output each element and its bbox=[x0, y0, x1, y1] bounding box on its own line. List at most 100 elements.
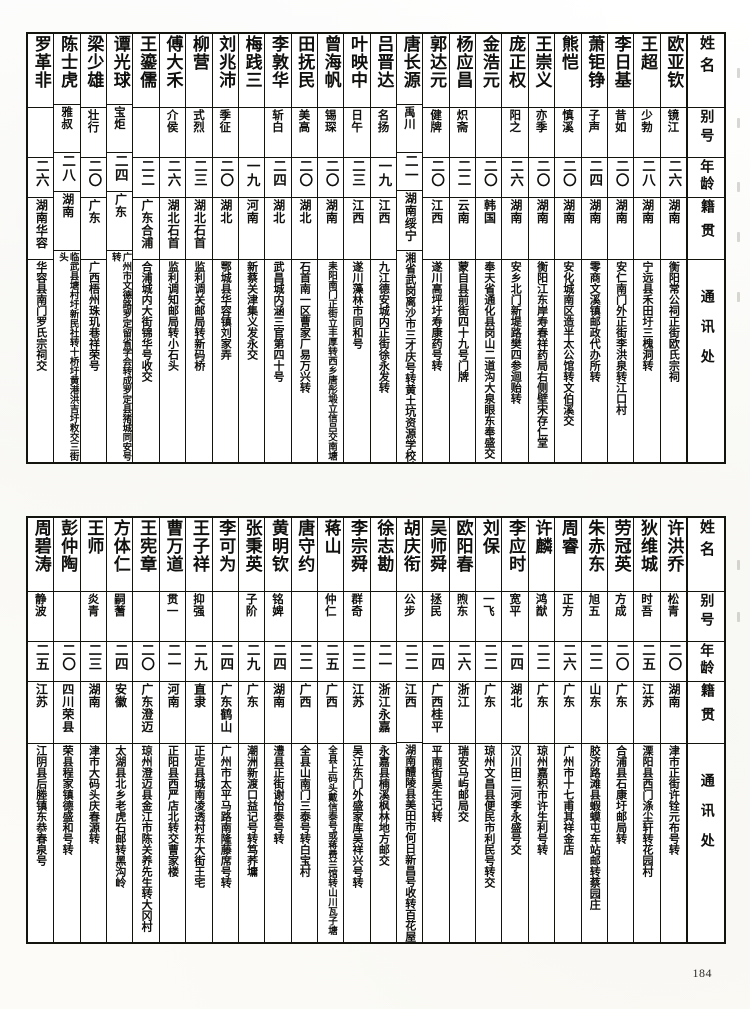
cell-native: 广东 bbox=[107, 192, 133, 252]
name-text: 李敦华 bbox=[267, 35, 288, 89]
alias-text: 日午 bbox=[350, 109, 365, 133]
address-text: 津市正街许铨元布号转 bbox=[667, 745, 681, 855]
cell-alias bbox=[28, 108, 54, 158]
native-text: 浙江 bbox=[456, 683, 471, 708]
age-text: 二四 bbox=[269, 159, 286, 187]
alias-text: 子阶 bbox=[244, 593, 259, 617]
cell-name: 彭仲陶 bbox=[54, 518, 80, 592]
age-text: 二八 bbox=[59, 154, 76, 183]
scan-artifact bbox=[737, 560, 740, 570]
cell-address: 荣县程家镇德盛和号转 bbox=[54, 744, 79, 942]
native-text: 广东 bbox=[482, 683, 497, 708]
age-text: 二二 bbox=[454, 159, 471, 187]
cell-native: 江西 bbox=[370, 198, 397, 260]
address-text: 安仁南门外正街李洪泉转江口村 bbox=[614, 261, 628, 415]
roster-entry-column: 谭光球 宝炬 二四 广东 广州市文德路罗定留省学会转成罗定县猪城同安号转 bbox=[106, 34, 133, 462]
roster-entry-column: 吴师舜 拯民 二四 广西桂平 平南街吴生记转 bbox=[422, 518, 449, 942]
cell-age: 二四 bbox=[265, 158, 291, 198]
cell-alias: 炽斋 bbox=[449, 108, 476, 158]
age-text: 二〇 bbox=[217, 159, 234, 187]
alias-text: 鸿猷 bbox=[534, 593, 549, 617]
cell-age: 二九 bbox=[238, 642, 265, 682]
scan-artifact bbox=[737, 292, 740, 302]
native-text: 湖北 bbox=[508, 683, 523, 708]
cell-address: 全县山南门三泰号转白宝村 bbox=[292, 744, 317, 942]
alias-text: 雅叔 bbox=[60, 106, 75, 131]
name-text: 姓名 bbox=[697, 519, 716, 563]
address-text: 通讯处 bbox=[698, 773, 715, 863]
cell-alias: 宝炬 bbox=[107, 105, 133, 154]
name-text: 欧阳春 bbox=[452, 519, 473, 573]
cell-age: 二二 bbox=[344, 642, 370, 682]
cell-age: 一九 bbox=[370, 158, 397, 198]
native-text: 四川荣县 bbox=[60, 683, 75, 733]
cell-address: 零商文溪镇邮政代办所转 bbox=[582, 260, 607, 462]
native-text: 湖南 bbox=[614, 199, 629, 224]
cell-native: 广东 bbox=[528, 682, 555, 744]
address-text: 华容县南门罗氏宗祠交 bbox=[34, 261, 48, 371]
cell-alias: 壮行 bbox=[80, 108, 107, 158]
cell-native: 广西桂平 bbox=[423, 682, 449, 744]
cell-name: 刘兆沛 bbox=[212, 34, 238, 108]
cell-native: 江苏 bbox=[28, 682, 54, 744]
cell-name: 狄维城 bbox=[634, 518, 660, 592]
address-text: 琼州文昌县便民市利民号转交 bbox=[482, 745, 496, 888]
name-text: 王宪章 bbox=[136, 519, 157, 573]
name-text: 劳冠英 bbox=[610, 519, 631, 573]
cell-address: 津市正街许铨元布号转 bbox=[661, 744, 686, 942]
address-text: 耒阳南门正街立丰厚转西乡唐彤塅立信吕交南塘 bbox=[325, 261, 337, 461]
name-text: 徐志勘 bbox=[373, 519, 394, 573]
age-text: 年龄 bbox=[698, 643, 715, 677]
cell-name: 李可为 bbox=[212, 518, 238, 592]
alias-text: 别号 bbox=[698, 593, 715, 631]
cell-native: 江苏 bbox=[344, 682, 370, 744]
cell-name: 傅大禾 bbox=[159, 34, 186, 108]
roster-entry-column: 徐志勘 二一 浙江永嘉 永嘉县楠溪枫林地方邮交 bbox=[369, 518, 397, 942]
age-text: 二二 bbox=[586, 643, 603, 671]
age-text: 二〇 bbox=[296, 159, 313, 187]
age-text: 二〇 bbox=[665, 643, 682, 671]
cell-alias: 名扬 bbox=[370, 108, 397, 158]
roster-entry-column: 黄明钦 铭婢 二四 湖南 澧县正街谢怡泰号转 bbox=[264, 518, 291, 942]
cell-address: 永嘉县楠溪枫林地方邮交 bbox=[371, 744, 396, 942]
native-text: 湖南绥宁 bbox=[403, 192, 418, 243]
native-text: 广东 bbox=[535, 683, 550, 708]
cell-name: 梅践三 bbox=[238, 34, 265, 108]
address-text: 溧阳县西门涤尘轩转花园村 bbox=[641, 745, 654, 877]
cell-alias: 雅叔 bbox=[54, 105, 80, 154]
native-text: 江西 bbox=[350, 199, 365, 224]
roster-entry-column: 劳冠英 方成 二〇 广东 合浦县石康圩邮局转 bbox=[606, 518, 634, 942]
cell-address: 衡阳常公祠正街欧氏宗祠 bbox=[661, 260, 686, 462]
cell-name: 吕晋达 bbox=[370, 34, 397, 108]
cell-age: 一九 bbox=[238, 158, 265, 198]
alias-text: 群奇 bbox=[350, 593, 365, 617]
native-text: 湖南 bbox=[271, 683, 286, 708]
address-text: 通讯处 bbox=[698, 289, 715, 379]
alias-text: 正方 bbox=[560, 593, 575, 617]
cell-age: 二〇 bbox=[80, 158, 107, 198]
cell-address: 广州市文德路罗定留省学会转成罗定县猪城同安号转 bbox=[107, 251, 132, 462]
cell-alias bbox=[291, 592, 317, 642]
age-text: 二四 bbox=[269, 643, 286, 671]
roster-entry-column: 狄维城 时吾 二五 江苏 溧阳县西门涤尘轩转花园村 bbox=[633, 518, 660, 942]
alias-text: 美高 bbox=[297, 109, 312, 133]
name-text: 姓名 bbox=[697, 35, 716, 79]
cell-alias: 式烈 bbox=[186, 108, 212, 158]
scan-artifact bbox=[737, 68, 740, 78]
roster-entry-column: 方体仁 嗣蓍 二四 安徽 太湖县北乡老虎石邮转黑沟岭 bbox=[106, 518, 133, 942]
cell-age: 二六 bbox=[28, 158, 54, 198]
address-text: 监利调关邮局转新码桥 bbox=[192, 261, 206, 371]
address-text: 汉川田二河李永盛号交 bbox=[509, 745, 523, 855]
cell-name: 熊恺 bbox=[555, 34, 581, 108]
cell-native: 湖南 bbox=[54, 192, 80, 252]
cell-name: 李宗舜 bbox=[344, 518, 370, 592]
native-text: 直隶 bbox=[192, 683, 207, 708]
cell-age: 二〇 bbox=[317, 158, 344, 198]
address-text: 澧县正街谢怡泰号转 bbox=[271, 745, 285, 844]
alias-text: 式烈 bbox=[191, 109, 206, 133]
native-text: 河南 bbox=[245, 199, 260, 224]
cell-age: 二〇 bbox=[528, 158, 555, 198]
cell-native: 湖北 bbox=[265, 198, 291, 260]
roster-table-bottom: 姓名 别号 年龄 籍贯 通讯处 许洪乔 松青 二〇 湖南 津市正街许铨元布号转 狄维城 时吾 二五 江苏溧… bbox=[26, 516, 726, 944]
